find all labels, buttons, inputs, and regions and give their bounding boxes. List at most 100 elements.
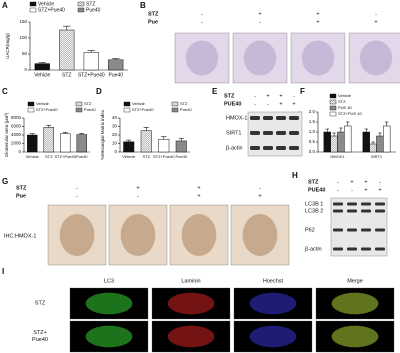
y-tick-label: 1.5 (309, 119, 316, 124)
bar (369, 143, 377, 153)
band (347, 209, 357, 213)
y-tick-label: 8000 (11, 115, 22, 120)
legend-swatch (75, 107, 83, 113)
sign: - (76, 185, 78, 191)
sign: - (259, 185, 261, 191)
band (361, 228, 371, 232)
legend-swatch (77, 7, 85, 13)
sign: - (337, 179, 339, 185)
sign: + (350, 179, 353, 185)
panel-label: B (140, 1, 146, 10)
glomerulus (249, 325, 297, 348)
band-label: LC3B 2 (305, 208, 323, 214)
band-label: β-actin (305, 246, 322, 252)
bar (158, 139, 170, 153)
y-tick-label: 4000 (11, 132, 22, 137)
band (347, 202, 357, 206)
band (289, 131, 299, 135)
column-label: LC3 (104, 278, 114, 284)
legend-label: Pue40 (86, 7, 101, 13)
band-label: β-actin (226, 145, 243, 151)
sign: + (378, 187, 381, 193)
bar (362, 131, 370, 153)
sign: + (197, 185, 200, 191)
column-label: Laminin (181, 278, 200, 284)
row-label: STZ (148, 11, 159, 17)
band (333, 209, 343, 213)
row-label: STZ (308, 179, 319, 185)
row-label: PUE40 (224, 101, 241, 107)
sign: + (279, 93, 282, 99)
legend-swatch (171, 107, 179, 113)
sign: - (267, 101, 269, 107)
glomerulus (181, 214, 217, 256)
glomerulus (331, 325, 379, 348)
glomerulus (249, 292, 297, 315)
x-tick-label: STZ (142, 154, 150, 159)
panel-label: H (292, 171, 298, 180)
x-tick-label: SIRT1 (371, 154, 383, 159)
sign: - (351, 187, 353, 193)
panel-label: I (2, 267, 4, 276)
legend-label: Vehicle (36, 101, 50, 106)
band-label: LC3B 1 (305, 201, 323, 207)
legend-swatch (123, 107, 131, 113)
band-label: HMOX-1 (226, 115, 247, 121)
glomerulus (242, 214, 278, 256)
glomerulus (120, 214, 156, 256)
legend-label: Pue40 (180, 107, 192, 112)
sign: + (258, 11, 261, 17)
glomerulus (59, 214, 95, 256)
bar (43, 127, 54, 153)
glomerulus (359, 40, 393, 76)
bar (59, 29, 75, 71)
sign: + (266, 93, 269, 99)
sign: + (316, 11, 319, 17)
legend-swatch (75, 101, 83, 107)
bar (34, 63, 50, 71)
sign: - (293, 93, 295, 99)
y-tick-label: 0 (24, 67, 27, 72)
legend-swatch (77, 1, 85, 7)
sign: + (279, 101, 282, 107)
row-label: Pue (148, 19, 158, 25)
x-tick-label: Pue40 (109, 72, 124, 78)
sign: - (201, 11, 203, 17)
legend-swatch (29, 7, 37, 13)
bar (383, 125, 391, 153)
y-tick-label: 6000 (11, 124, 22, 129)
band (250, 146, 260, 150)
sign: - (254, 101, 256, 107)
x-tick-label: STZ+Pue40 (78, 72, 105, 78)
bar (108, 59, 124, 71)
legend-label: STZ+PUE 40 (338, 111, 362, 116)
x-tick-label: STZ+Pue40 (55, 154, 77, 159)
y-tick-label: 100 (19, 35, 27, 40)
y-tick-label: 50 (22, 51, 28, 56)
y-tick-label: 10 (112, 141, 118, 146)
row-label: Pue40 (32, 337, 48, 343)
sign: + (136, 185, 139, 191)
bar (344, 125, 352, 153)
band (289, 116, 299, 120)
y-tick-label: 20 (112, 132, 118, 137)
blot (330, 197, 388, 257)
band (361, 202, 371, 206)
legend-swatch (27, 101, 35, 107)
x-tick-label: STZ+Pue40 (153, 154, 175, 159)
glomerulus (301, 40, 335, 76)
x-tick-label: STZ (45, 154, 53, 159)
sign: + (374, 19, 377, 25)
sign: + (197, 193, 200, 199)
row-label: STZ+ (33, 330, 47, 336)
y-tick-label: 150 (19, 19, 27, 24)
band (347, 228, 357, 232)
legend-label: STZ+Pue40 (36, 107, 58, 112)
sign: - (201, 19, 203, 25)
sign: - (375, 11, 377, 17)
sign: + (364, 187, 367, 193)
band (347, 247, 357, 251)
x-tick-label: Vehicle (34, 72, 50, 78)
band (276, 146, 286, 150)
glomerulus (185, 40, 219, 76)
